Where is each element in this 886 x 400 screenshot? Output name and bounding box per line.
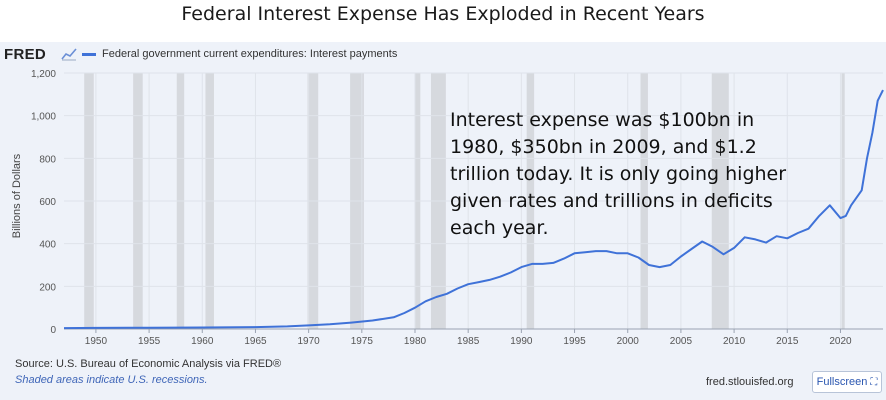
- x-ticks: 1950 1955 1960 1965 1970 1975 1980 1985 1990 1995…: [85, 329, 852, 347]
- y-tick-label: 200: [39, 282, 56, 293]
- fullscreen-button[interactable]: Fullscreen ⛶: [812, 371, 882, 393]
- x-tick-label: 1990: [510, 336, 533, 347]
- fred-chart-icon: [61, 48, 77, 61]
- recession-note: Shaded areas indicate U.S. recessions.: [15, 374, 208, 386]
- chart-annotation: Interest expense was $100bn in 1980, $35…: [450, 109, 787, 239]
- x-tick-label: 2000: [617, 336, 640, 347]
- x-tick-label: 1980: [404, 336, 427, 347]
- page-title: Federal Interest Expense Has Exploded in…: [181, 3, 705, 25]
- y-tick-label: 800: [39, 154, 56, 165]
- x-tick-label: 1960: [191, 336, 214, 347]
- x-tick-label: 2010: [723, 336, 746, 347]
- legend-swatch: [82, 52, 96, 56]
- chart-legend[interactable]: Federal government current expenditures:…: [82, 48, 397, 60]
- series-layer: [63, 89, 884, 330]
- y-ticks: 0 200 400 600 800 1,000 1,200: [31, 69, 56, 336]
- fullscreen-label: Fullscreen: [816, 376, 868, 388]
- grid-lines: [64, 72, 883, 330]
- x-tick-label: 2005: [670, 336, 693, 347]
- x-tick-label: 1985: [457, 336, 480, 347]
- source-text: Source: U.S. Bureau of Economic Analysis…: [15, 358, 282, 370]
- x-tick-label: 1975: [351, 336, 374, 347]
- x-tick-label: 1965: [244, 336, 267, 347]
- y-tick-label: 400: [39, 240, 56, 251]
- x-tick-label: 1995: [563, 336, 586, 347]
- x-tick-label: 1950: [85, 336, 108, 347]
- y-tick-label: 0: [50, 325, 56, 336]
- x-tick-label: 1970: [298, 336, 321, 347]
- fred-logo[interactable]: FRED: [4, 46, 47, 63]
- y-tick-label: 1,200: [31, 69, 56, 80]
- site-link[interactable]: fred.stlouisfed.org: [706, 376, 794, 388]
- y-tick-label: 1,000: [31, 112, 56, 123]
- x-tick-label: 1955: [138, 336, 161, 347]
- series-line-interest-payments: [63, 89, 884, 330]
- legend-label: Federal government current expenditures:…: [102, 48, 398, 60]
- expand-icon: ⛶: [870, 376, 878, 388]
- x-tick-label: 2015: [776, 336, 799, 347]
- y-tick-label: 600: [39, 197, 56, 208]
- x-tick-label: 2020: [829, 336, 852, 347]
